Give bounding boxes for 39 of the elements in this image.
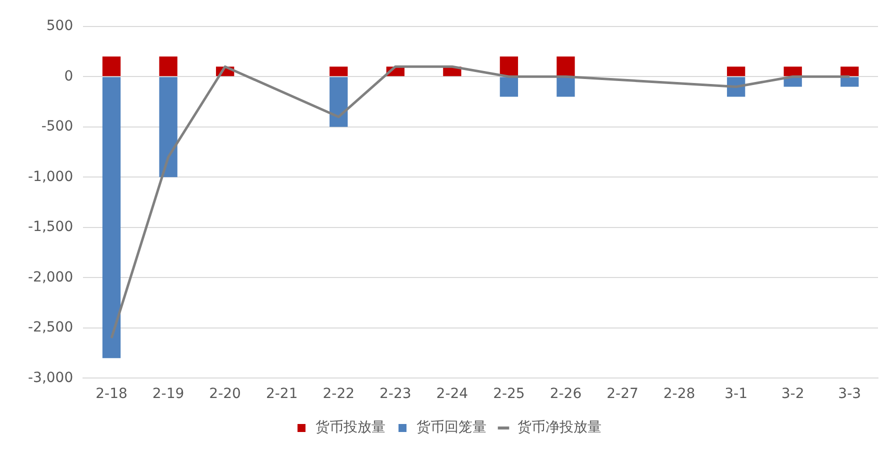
- x-tick-label: 3-3: [838, 386, 862, 402]
- bar: [556, 77, 575, 97]
- bar: [102, 56, 121, 76]
- x-tick-label: 2-18: [96, 386, 128, 402]
- x-tick-label: 2-21: [266, 386, 298, 402]
- bar: [159, 77, 178, 178]
- x-tick-label: 2-24: [436, 386, 468, 402]
- bar: [500, 56, 518, 76]
- bar: [840, 77, 859, 87]
- bar: [726, 66, 746, 76]
- x-tick-label: 2-22: [322, 386, 355, 402]
- x-tick-label: 2-27: [606, 386, 638, 402]
- x-tick-label: 2-28: [663, 386, 696, 402]
- legend-label: 货币净投放量: [518, 420, 602, 436]
- bar: [102, 77, 121, 358]
- bar: [784, 66, 802, 76]
- bar: [500, 77, 518, 97]
- y-tick-label: -3,000: [28, 370, 74, 386]
- bar: [330, 77, 348, 127]
- bar: [556, 56, 575, 76]
- legend-label: 货币回笼量: [416, 420, 486, 436]
- bar: [159, 56, 178, 76]
- y-tick-label: -1,000: [28, 168, 74, 185]
- bar: [330, 66, 348, 76]
- legend-label: 货币投放量: [316, 420, 386, 436]
- x-tick-label: 2-26: [550, 386, 582, 402]
- x-tick-label: 3-2: [781, 386, 804, 402]
- y-tick-label: 0: [64, 68, 74, 84]
- y-tick-label: 500: [46, 18, 74, 34]
- y-tick-label: -2,000: [28, 269, 74, 286]
- y-tick-label: -1,500: [28, 219, 74, 236]
- x-tick-label: 2-23: [380, 386, 412, 402]
- x-tick-label: 2-19: [152, 386, 184, 402]
- x-tick-label: 2-25: [493, 386, 525, 402]
- y-tick-label: -500: [41, 118, 74, 135]
- y-tick-label: -2,500: [28, 320, 74, 336]
- bar: [840, 66, 859, 76]
- x-tick-label: 2-20: [209, 386, 241, 402]
- x-tick-label: 3-1: [724, 386, 748, 402]
